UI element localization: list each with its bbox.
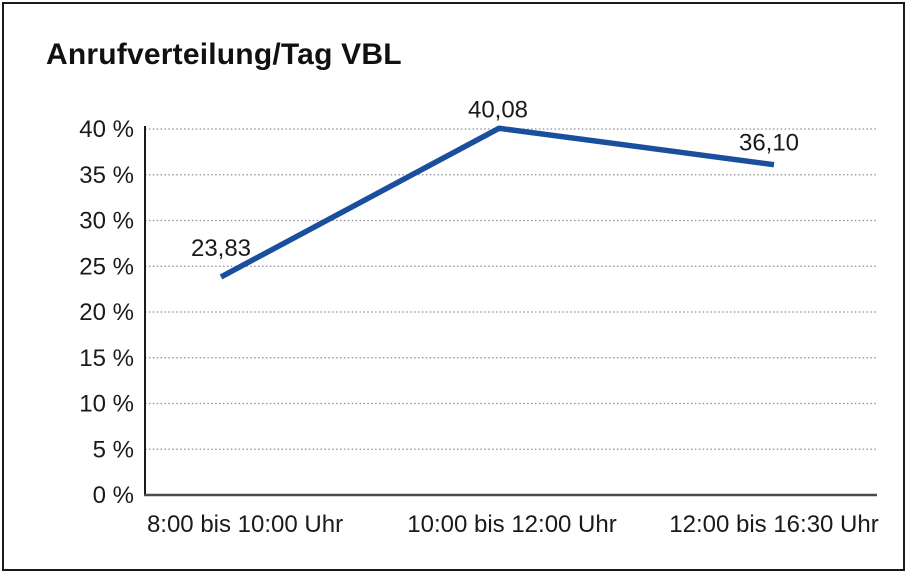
y-tick-label: 20 % xyxy=(79,299,134,326)
y-tick-label: 5 % xyxy=(93,436,134,463)
data-point-label: 36,10 xyxy=(739,130,799,157)
data-point-label: 40,08 xyxy=(468,96,528,123)
y-tick-label: 30 % xyxy=(79,208,134,235)
chart-frame: Anrufverteilung/Tag VBL 0 % 5 % 10 % 15 % 20… xyxy=(2,2,905,571)
line-chart-canvas: 0 % 5 % 10 % 15 % 20 % 25 % 30 % 35 % 40 % 8:00 b… xyxy=(79,96,878,538)
y-tick-label: 10 % xyxy=(79,391,134,418)
y-tick-label: 0 % xyxy=(93,482,134,509)
x-category-label: 10:00 bis 12:00 Uhr xyxy=(407,511,616,538)
y-tick-label: 40 % xyxy=(79,116,134,143)
x-category-label: 8:00 bis 10:00 Uhr xyxy=(147,511,343,538)
data-point-label: 23,83 xyxy=(191,235,251,262)
series-line xyxy=(219,125,775,280)
y-tick-label: 25 % xyxy=(79,253,134,280)
chart-title: Anrufverteilung/Tag VBL xyxy=(46,38,402,71)
y-tick-label: 35 % xyxy=(79,162,134,189)
x-category-label: 12:00 bis 16:30 Uhr xyxy=(669,511,878,538)
y-tick-label: 15 % xyxy=(79,345,134,372)
